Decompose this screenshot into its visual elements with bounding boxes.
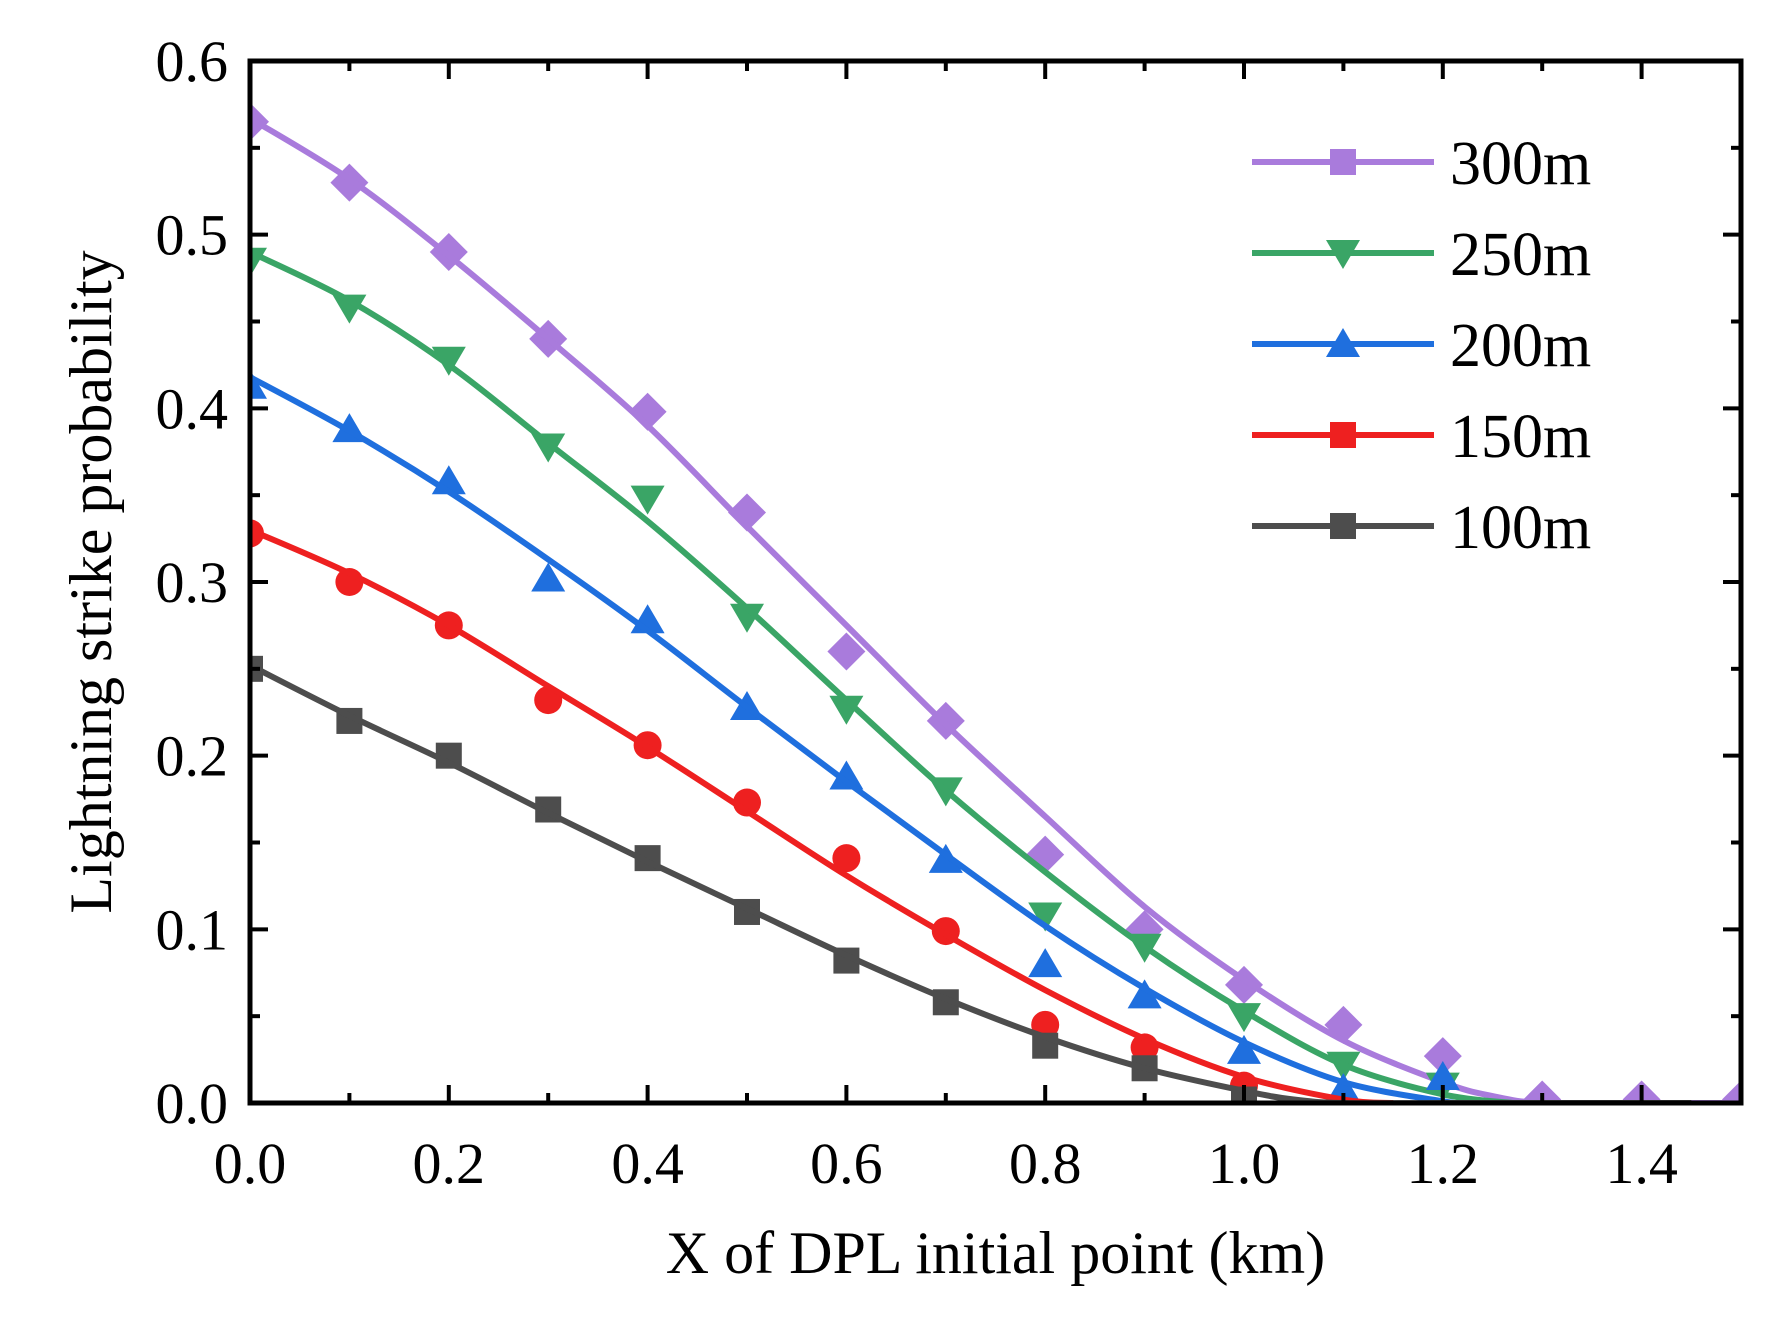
legend-label: 200m: [1450, 312, 1591, 380]
fit-line-150m: [250, 527, 1394, 1103]
axis-ticks: 0.0 0.2 0.4 0.6 0.8 1.0 1.2 1.4 0.0 0.1 0.2 0.3 0.4 0…: [156, 29, 1743, 1196]
data-point-200m: [1425, 1060, 1460, 1090]
data-point-200m: [1326, 1073, 1361, 1103]
data-point-200m: [928, 843, 963, 873]
legend-item-200m: 200m: [1252, 312, 1591, 380]
series-250m: [250, 247, 1513, 1103]
y-tick-label: 0.2: [156, 724, 229, 789]
legend-marker: [1330, 513, 1356, 539]
y-axis-title: Lightning strike probability: [58, 250, 124, 913]
legend-label: 250m: [1450, 221, 1591, 289]
x-tick-label: 0.2: [413, 1131, 486, 1196]
x-tick-label: 0.4: [611, 1131, 684, 1196]
data-point-250m: [332, 294, 367, 324]
y-tick-label: 0.5: [156, 203, 229, 268]
x-tick-label: 1.4: [1605, 1131, 1678, 1196]
legend-marker: [1326, 328, 1360, 357]
legend-item-100m: 100m: [1252, 494, 1591, 562]
fit-line-200m: [250, 374, 1463, 1103]
data-point-150m: [832, 844, 861, 873]
data-point-200m: [1028, 948, 1063, 978]
x-tick-label: 1.0: [1208, 1131, 1281, 1196]
y-tick-label: 0.6: [156, 29, 229, 94]
y-tick-label: 0.1: [156, 897, 229, 962]
y-tick-label: 0.0: [156, 1071, 229, 1136]
data-point-300m: [728, 493, 766, 532]
data-point-250m: [531, 433, 566, 463]
x-tick-label: 0.8: [1009, 1131, 1082, 1196]
y-tick-label: 0.4: [156, 376, 229, 441]
data-point-250m: [630, 485, 665, 515]
legend-label: 100m: [1450, 494, 1591, 562]
legend: 300m 250m 200m 150m 100m: [1252, 130, 1591, 562]
series-200m: [250, 369, 1463, 1103]
legend-item-250m: 250m: [1252, 221, 1591, 289]
data-point-200m: [829, 760, 864, 790]
data-point-300m: [1423, 1037, 1462, 1076]
series-150m: [250, 519, 1394, 1103]
legend-item-150m: 150m: [1252, 403, 1591, 471]
series-100m: [250, 655, 1692, 1103]
data-point-250m: [1227, 1003, 1261, 1033]
legend-label: 300m: [1450, 130, 1591, 198]
x-axis-title: X of DPL initial point (km): [666, 1220, 1325, 1286]
data-point-250m: [829, 695, 864, 725]
legend-item-300m: 300m: [1252, 130, 1591, 198]
data-point-250m: [1028, 902, 1063, 932]
data-point-300m: [628, 392, 667, 431]
x-tick-label: 1.2: [1407, 1131, 1480, 1196]
legend-marker: [1326, 240, 1360, 269]
data-point-300m: [1722, 1080, 1741, 1103]
data-point-250m: [431, 346, 466, 376]
x-tick-label: 0.0: [214, 1131, 287, 1196]
data-point-200m: [1127, 979, 1162, 1009]
y-tick-label: 0.3: [156, 550, 229, 615]
series-layer: [250, 102, 1741, 1103]
data-point-300m: [827, 632, 866, 671]
data-point-250m: [730, 603, 764, 633]
data-point-200m: [531, 562, 566, 592]
legend-marker: [1330, 149, 1356, 175]
data-point-300m: [1523, 1080, 1562, 1103]
data-point-300m: [1026, 835, 1065, 874]
fit-line-300m: [250, 115, 1741, 1103]
x-tick-label: 0.6: [810, 1131, 883, 1196]
legend-marker: [1330, 422, 1356, 448]
data-point-200m: [1227, 1034, 1261, 1064]
legend-label: 150m: [1450, 403, 1591, 471]
fit-line-250m: [250, 249, 1513, 1103]
plot-frame: [247, 58, 1744, 1106]
fit-line-100m: [250, 662, 1692, 1103]
